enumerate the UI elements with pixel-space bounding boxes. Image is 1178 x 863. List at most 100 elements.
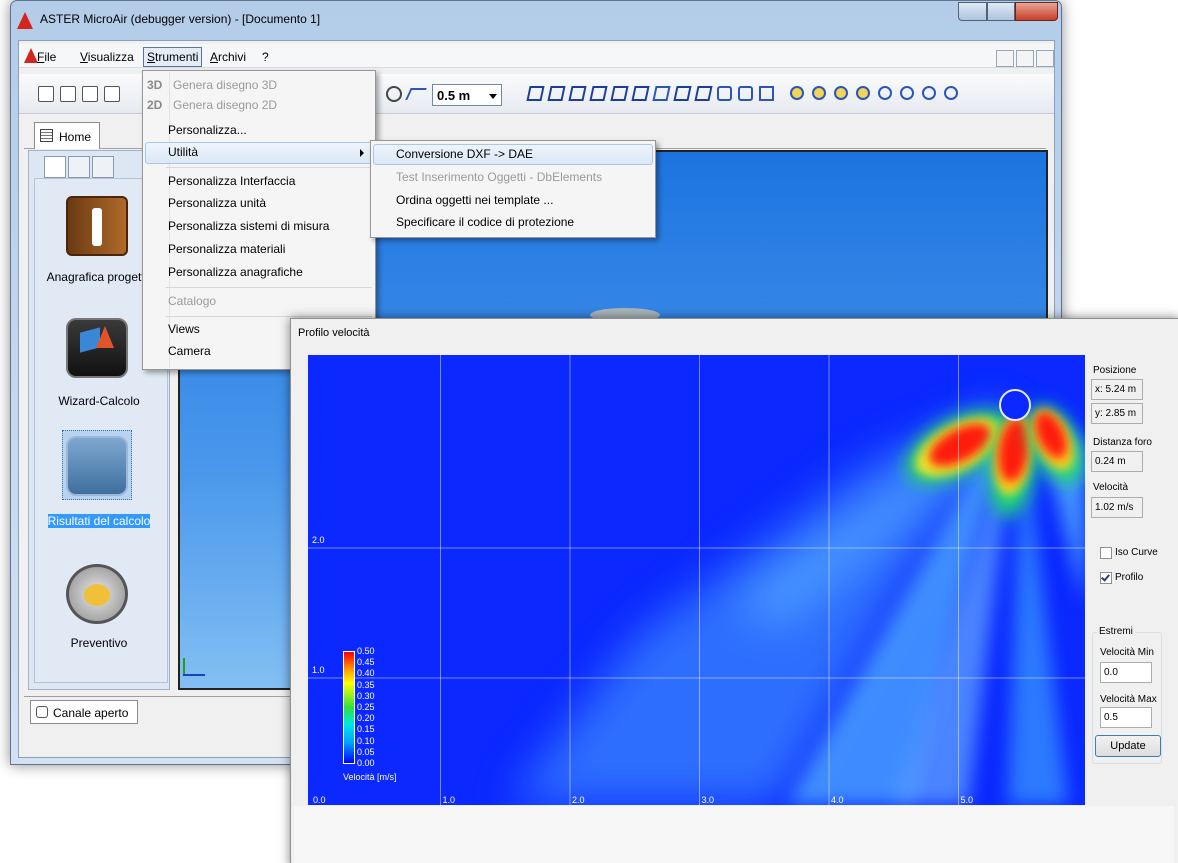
menu-separator — [166, 287, 372, 288]
view-button[interactable] — [759, 86, 774, 101]
submenu-arrow — [360, 149, 364, 157]
view-button[interactable] — [673, 86, 692, 101]
view-button[interactable] — [589, 86, 608, 101]
velocity-peak — [1035, 411, 1067, 459]
zoom-button[interactable] — [900, 86, 914, 100]
menu-option[interactable]: Personalizza materiali — [168, 242, 286, 256]
y-field: y: 2.85 m — [1091, 403, 1143, 424]
menu-option[interactable]: Personalizza... — [168, 123, 247, 137]
colorbar-label: 0.35 — [357, 679, 375, 690]
plot-area — [308, 355, 1085, 805]
velocity-label: Velocità — [1093, 482, 1129, 493]
toolbar-tool[interactable] — [386, 86, 402, 102]
icon-detail — [92, 208, 102, 246]
max-field[interactable]: 0.5 — [1100, 707, 1152, 728]
sidebar-tab[interactable] — [92, 156, 114, 178]
minimize-button[interactable] — [958, 2, 987, 21]
colorbar-label: 0.00 — [357, 758, 375, 768]
colorbar-label: 0.30 — [357, 690, 375, 701]
velocity-plume — [788, 410, 1010, 805]
zoom-button[interactable] — [878, 86, 892, 100]
view-button[interactable] — [738, 86, 753, 101]
profile-checkbox[interactable] — [1100, 572, 1112, 584]
sidebar-label[interactable]: Preventivo — [30, 636, 168, 650]
zoom-button[interactable] — [856, 86, 870, 100]
x-tick-label: 0.0 — [313, 795, 326, 805]
mdi-restore[interactable] — [1016, 50, 1034, 67]
view-button[interactable] — [717, 86, 732, 101]
menu-item[interactable]: File — [37, 50, 57, 64]
axis-x — [183, 674, 205, 676]
status-tab-icon — [36, 706, 48, 718]
mdi-close[interactable] — [1036, 50, 1054, 67]
view-button[interactable] — [610, 86, 629, 101]
menu-option[interactable]: Views — [168, 322, 200, 336]
menu-item[interactable]: Strumenti — [143, 47, 203, 67]
menu-option[interactable]: Utilità — [168, 145, 199, 159]
zoom-button[interactable] — [812, 86, 826, 100]
maximize-button[interactable] — [987, 2, 1015, 21]
view-button[interactable] — [694, 86, 713, 101]
axis-y — [183, 658, 185, 676]
menu-item[interactable]: Visualizza — [80, 50, 134, 64]
dialog-bottom — [294, 806, 1174, 863]
x-tick-label: 2.0 — [572, 795, 585, 805]
sidebar-tab[interactable] — [68, 156, 90, 178]
view-button[interactable] — [652, 86, 671, 101]
profile-label[interactable]: Profilo — [1115, 572, 1144, 583]
menu-option[interactable]: Camera — [168, 344, 211, 358]
toolbar-button[interactable] — [60, 86, 76, 102]
submenu-option[interactable]: Specificare il codice di protezione — [396, 215, 575, 229]
min-field[interactable]: 0.0 — [1100, 662, 1152, 683]
zoom-button[interactable] — [922, 86, 936, 100]
colorbar-label: 0.05 — [357, 746, 375, 757]
submenu-highlight — [373, 144, 653, 165]
sidebar-label[interactable]: Anagrafica progetto — [30, 270, 168, 284]
menu-option[interactable]: Personalizza anagrafiche — [168, 265, 303, 279]
view-button[interactable] — [631, 86, 650, 101]
velocity-map — [308, 355, 1085, 805]
home-tab[interactable]: Home — [34, 122, 100, 149]
x-tick-label: 4.0 — [831, 795, 844, 805]
velocity-plume — [1008, 415, 1068, 805]
status-tab[interactable]: Canale aperto — [30, 700, 138, 724]
menu-option[interactable]: Personalizza unità — [168, 196, 267, 210]
toolbar-button[interactable] — [82, 86, 98, 102]
dialog-title: Profilo velocità — [298, 327, 370, 339]
window-title: ASTER MicroAir (debugger version) - [Doc… — [40, 12, 321, 26]
sidebar-label[interactable]: Wizard-Calcolo — [30, 394, 168, 408]
icon-detail — [84, 584, 110, 606]
submenu-option[interactable]: Ordina oggetti nei template ... — [396, 193, 554, 207]
close-button[interactable] — [1015, 2, 1058, 21]
iso-curve-checkbox[interactable] — [1100, 547, 1112, 559]
check-mark — [1101, 572, 1110, 582]
velocity-peak — [998, 418, 1030, 482]
colorbar-label: 0.25 — [357, 702, 375, 712]
scale-combo[interactable]: 0.5 m — [432, 84, 502, 106]
mdi-minimize[interactable] — [996, 50, 1014, 67]
zoom-button[interactable] — [790, 86, 804, 100]
menu-option[interactable]: Personalizza sistemi di misura — [168, 219, 330, 233]
zoom-button[interactable] — [834, 86, 848, 100]
menu-option[interactable]: Personalizza Interfaccia — [168, 174, 296, 188]
update-button[interactable]: Update — [1095, 735, 1161, 757]
view-button[interactable] — [568, 86, 587, 101]
menu-gutter — [169, 72, 170, 368]
submenu-option: Test Inserimento Oggetti - DbElements — [396, 170, 603, 184]
submenu-option[interactable]: Conversione DXF -> DAE — [396, 147, 534, 161]
view-button[interactable] — [547, 86, 566, 101]
sidebar-tab[interactable] — [44, 156, 66, 178]
menu-item[interactable]: ? — [262, 50, 269, 64]
sidebar-icon[interactable] — [66, 436, 128, 496]
menu-item[interactable]: Archivi — [210, 50, 247, 64]
colorbar-title: Velocità [m/s] — [343, 772, 397, 782]
toolbar-button[interactable] — [104, 86, 120, 102]
home-tab-icon — [40, 129, 53, 142]
toolbar-button[interactable] — [38, 86, 54, 102]
sidebar-label[interactable]: Risultati del calcolo — [30, 514, 168, 528]
iso-curve-label[interactable]: Iso Curve — [1115, 547, 1158, 558]
zoom-button[interactable] — [944, 86, 958, 100]
hole-marker — [999, 389, 1031, 421]
colorbar-label: 0.10 — [357, 735, 375, 746]
view-button[interactable] — [526, 86, 545, 101]
